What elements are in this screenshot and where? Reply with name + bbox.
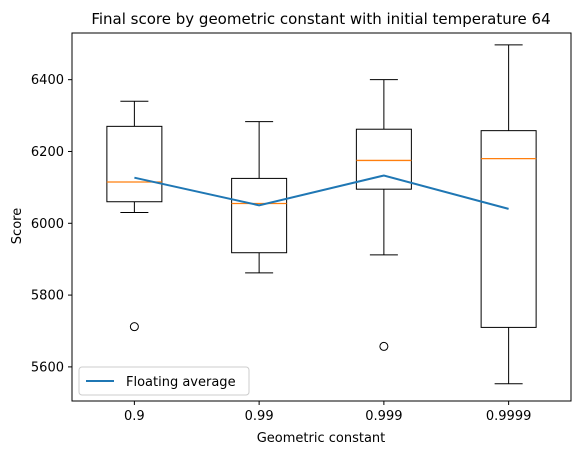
legend-frame bbox=[78, 366, 250, 396]
outlier-point bbox=[379, 341, 389, 351]
box-0.9999 bbox=[480, 44, 537, 385]
x-tick-label: 0.999 bbox=[365, 409, 402, 424]
y-tick-label: 5800 bbox=[31, 289, 64, 304]
legend: Floating average bbox=[78, 366, 250, 396]
iqr-box bbox=[106, 125, 163, 203]
y-tick-label: 6400 bbox=[31, 73, 64, 88]
iqr-box bbox=[355, 128, 412, 190]
x-tick-label: 0.99 bbox=[245, 409, 274, 424]
floating-average-line bbox=[134, 174, 509, 210]
y-axis-label: Score bbox=[10, 208, 25, 244]
box-0.9 bbox=[106, 100, 163, 332]
plot-frame bbox=[71, 32, 572, 402]
box-0.99 bbox=[231, 121, 288, 274]
x-tick-label: 0.9 bbox=[124, 409, 145, 424]
y-tick-label: 5600 bbox=[31, 360, 64, 375]
legend-label: Floating average bbox=[126, 375, 236, 390]
outlier-point bbox=[129, 322, 139, 332]
plot-area: 5600 5800 6000 6200 6400 0.9 0.99 0.999 0.9999 bbox=[31, 32, 572, 424]
box-0.999 bbox=[355, 79, 412, 351]
y-tick-label: 6200 bbox=[31, 145, 64, 160]
y-tick-label: 6000 bbox=[31, 217, 64, 232]
chart-title: Final score by geometric constant with i… bbox=[91, 10, 550, 28]
iqr-box bbox=[231, 177, 288, 254]
x-tick-label: 0.9999 bbox=[486, 409, 532, 424]
x-axis-label: Geometric constant bbox=[257, 431, 386, 446]
iqr-box bbox=[480, 130, 537, 328]
